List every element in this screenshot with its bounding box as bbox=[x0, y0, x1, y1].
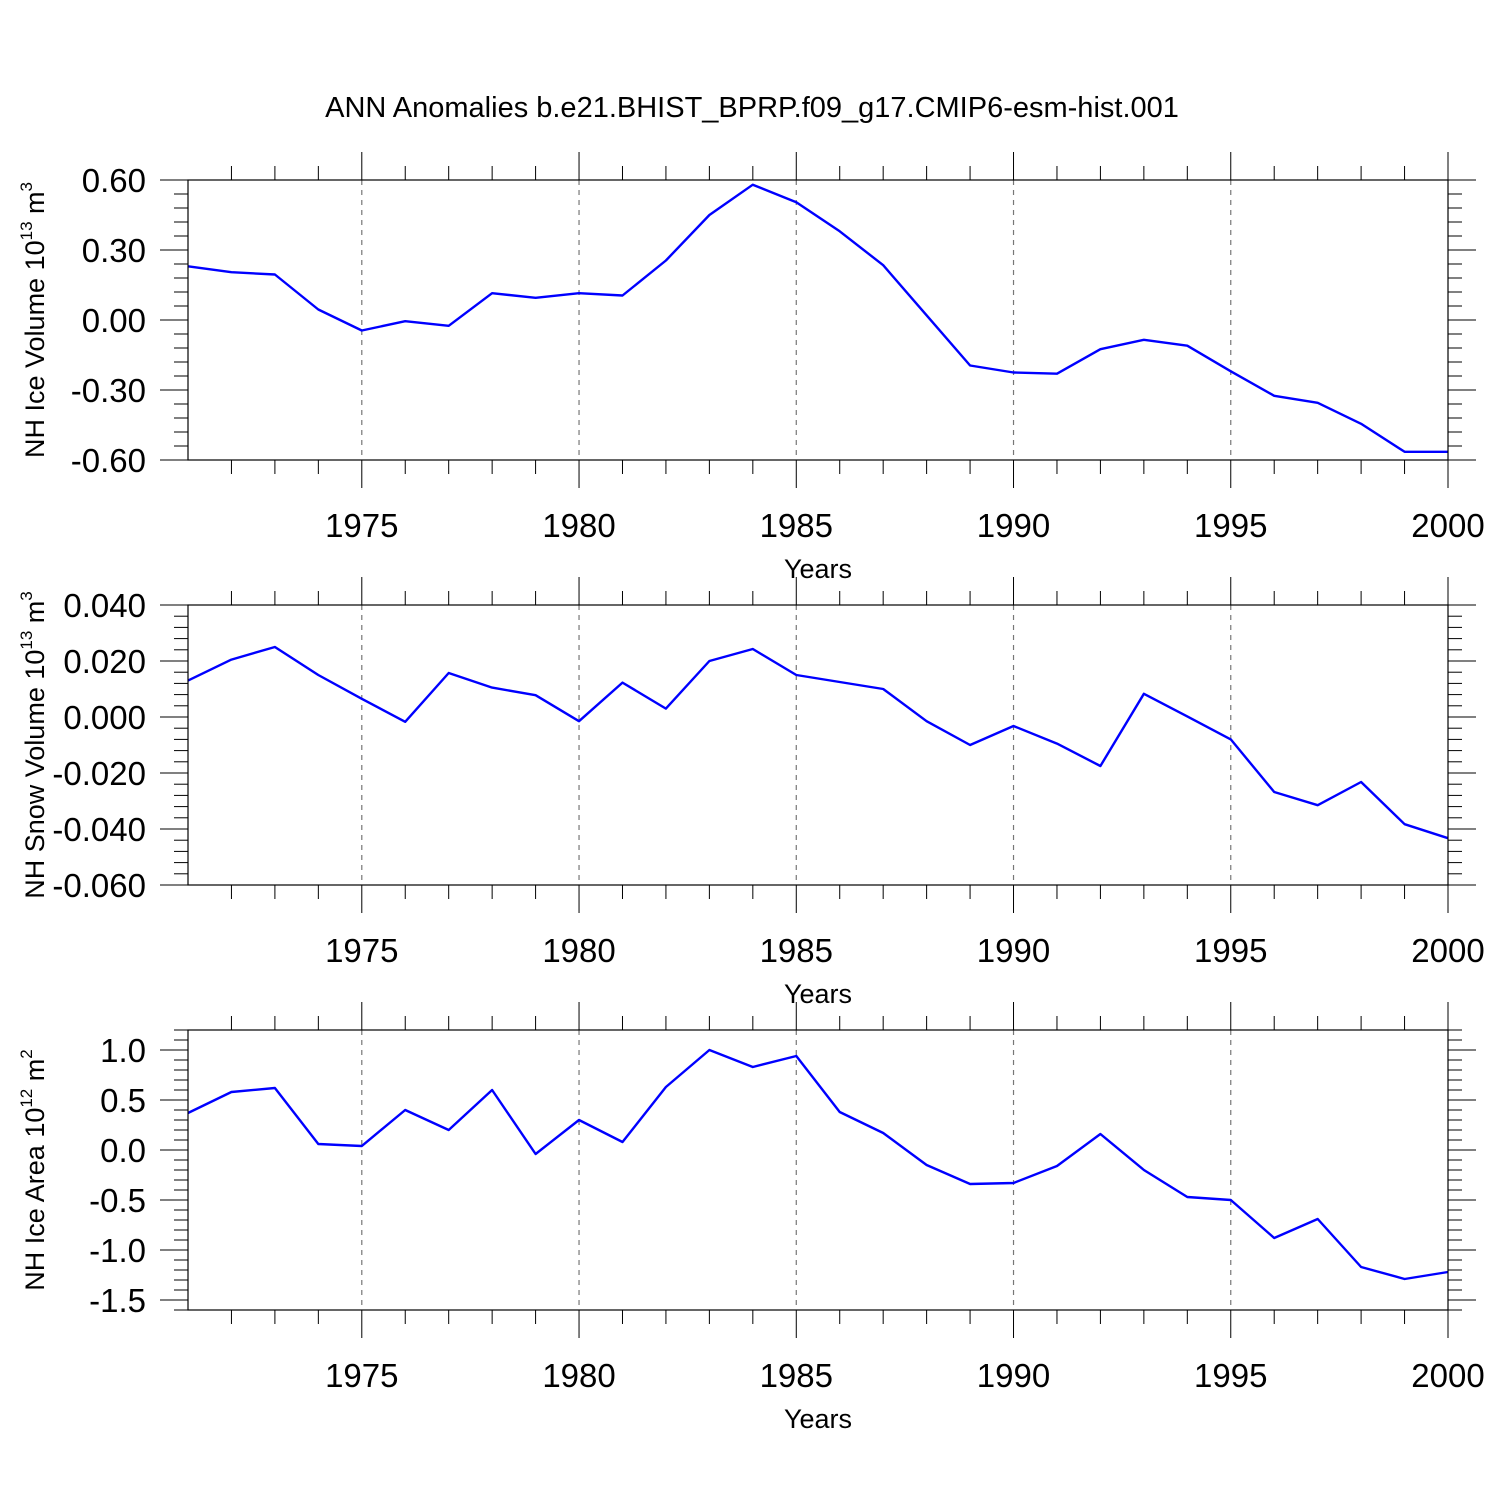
x-tick-label: 2000 bbox=[1411, 932, 1484, 969]
x-tick-label: 1985 bbox=[760, 1357, 833, 1394]
y-tick-label: -0.060 bbox=[52, 867, 146, 904]
x-tick-label: 1975 bbox=[325, 932, 398, 969]
chart-panel-3: 1.0 0.5 0.0 -0.5 -1.0 -1.5 1975 1980 1985 1990 199… bbox=[17, 1002, 1485, 1434]
y-tick-label: -1.0 bbox=[89, 1232, 146, 1269]
y-tick-label: -0.30 bbox=[71, 372, 146, 409]
plot-frame bbox=[187, 179, 1449, 461]
x-tick-label: 1980 bbox=[542, 1357, 615, 1394]
x-tick-label: 1980 bbox=[542, 932, 615, 969]
y-tick-label: 0.000 bbox=[63, 699, 146, 736]
y-tick-label: -0.020 bbox=[52, 755, 146, 792]
x-tick-label: 1995 bbox=[1194, 932, 1267, 969]
chart-panel-2: 0.040 0.020 0.000 -0.020 -0.040 -0.060 1975 198… bbox=[17, 577, 1485, 1009]
data-series-line bbox=[187, 183, 1448, 453]
y-tick-label: -0.60 bbox=[71, 442, 146, 479]
data-series-line bbox=[187, 645, 1449, 840]
x-tick-label: 2000 bbox=[1411, 507, 1484, 544]
x-axis-label: Years bbox=[784, 979, 852, 1009]
x-tick-label: 1990 bbox=[977, 1357, 1050, 1394]
x-axis-label: Years bbox=[784, 554, 852, 584]
y-tick-label: -0.040 bbox=[52, 811, 146, 848]
x-tick-label: 1990 bbox=[977, 507, 1050, 544]
y-tick-label: 0.020 bbox=[63, 643, 146, 680]
plot-frame bbox=[187, 604, 1449, 886]
y-axis-label: NH Ice Area 1012 m2 bbox=[17, 1049, 50, 1290]
x-tick-label: 1975 bbox=[325, 1357, 398, 1394]
y-axis-label: NH Ice Volume 1013 m3 bbox=[17, 182, 50, 458]
y-tick-label: 0.0 bbox=[100, 1132, 146, 1169]
chart-title: ANN Anomalies b.e21.BHIST_BPRP.f09_g17.C… bbox=[325, 92, 1179, 124]
y-tick-label: -1.5 bbox=[89, 1282, 146, 1319]
data-series-line bbox=[187, 1048, 1449, 1281]
panels: 0.60 0.30 0.00 -0.30 -0.60 1975 1980 1985 1990 19… bbox=[17, 152, 1485, 1434]
chart-panel-1: 0.60 0.30 0.00 -0.30 -0.60 1975 1980 1985 1990 19… bbox=[17, 152, 1485, 584]
x-tick-label: 1985 bbox=[760, 932, 833, 969]
y-tick-label: 0.30 bbox=[82, 232, 146, 269]
x-tick-label: 1980 bbox=[542, 507, 615, 544]
plot-frame bbox=[187, 1029, 1449, 1311]
y-tick-label: -0.5 bbox=[89, 1182, 146, 1219]
x-tick-label: 1975 bbox=[325, 507, 398, 544]
x-tick-label: 1985 bbox=[760, 507, 833, 544]
x-tick-label: 1995 bbox=[1194, 1357, 1267, 1394]
x-tick-label: 2000 bbox=[1411, 1357, 1484, 1394]
y-tick-label: 0.5 bbox=[100, 1082, 146, 1119]
x-tick-label: 1995 bbox=[1194, 507, 1267, 544]
y-tick-label: 0.60 bbox=[82, 162, 146, 199]
x-axis-label: Years bbox=[784, 1404, 852, 1434]
y-tick-label: 0.040 bbox=[63, 587, 146, 624]
y-tick-label: 0.00 bbox=[82, 302, 146, 339]
x-tick-label: 1990 bbox=[977, 932, 1050, 969]
y-axis-label: NH Snow Volume 1013 m3 bbox=[17, 591, 50, 899]
y-tick-label: 1.0 bbox=[100, 1032, 146, 1069]
